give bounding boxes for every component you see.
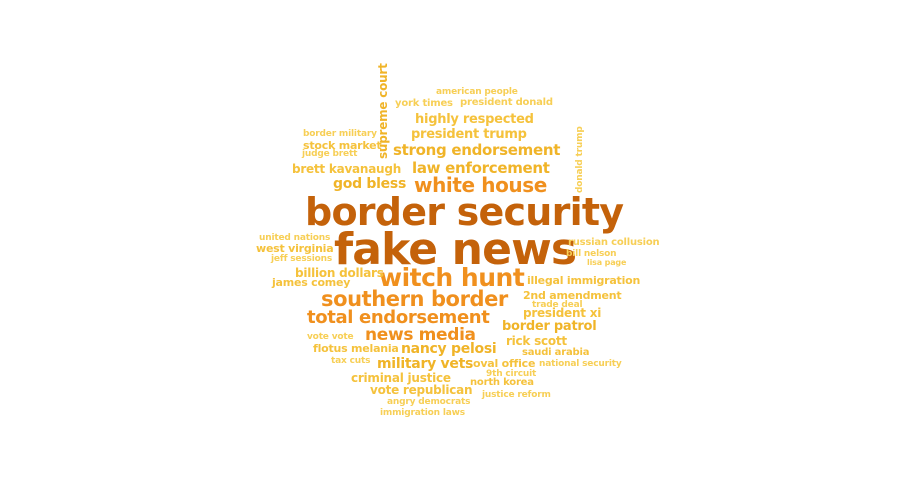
word-lisa-page: lisa page	[587, 258, 627, 267]
word-james-comey: james comey	[272, 276, 351, 289]
word-york-times: york times	[395, 98, 453, 109]
word-criminal-justice: criminal justice	[351, 371, 451, 385]
word-russian-collusion: russian collusion	[568, 237, 660, 248]
word-judge-brett: judge brett	[302, 149, 358, 159]
word-american-people: american people	[436, 87, 518, 97]
word-military-vets: military vets	[377, 356, 474, 372]
word-president-xi: president xi	[523, 306, 602, 320]
word-bill-nelson: bill nelson	[566, 249, 617, 259]
word-total-endorsement: total endorsement	[307, 307, 490, 328]
word-stock-market: stock market	[303, 139, 382, 152]
word-illegal-immigration: illegal immigration	[527, 274, 641, 287]
word-witch-hunt: witch hunt	[379, 263, 525, 292]
word-immigration-laws: immigration laws	[380, 408, 465, 418]
word-tax-cuts: tax cuts	[331, 356, 371, 366]
word-2nd-amendment: 2nd amendment	[523, 289, 622, 302]
word-oval-office: oval office	[473, 357, 536, 370]
word-news-media: news media	[365, 325, 476, 345]
word-united-nations: united nations	[259, 233, 331, 243]
word-saudi-arabia: saudi arabia	[522, 347, 590, 358]
word-brett-kavanaugh: brett kavanaugh	[292, 162, 402, 176]
word-southern-border: southern border	[321, 287, 508, 311]
word-billion-dollars: billion dollars	[295, 266, 384, 280]
word-border-security: border security	[305, 190, 624, 234]
word-supreme-court: supreme court	[376, 63, 390, 159]
word-vote-republican: vote republican	[370, 383, 473, 397]
word-president-trump: president trump	[411, 127, 527, 142]
word-angry-democrats: angry democrats	[387, 397, 471, 407]
word-donald-trump: donald trump	[575, 126, 585, 193]
word-west-virginia: west virginia	[256, 242, 334, 255]
word-president-donald: president donald	[460, 97, 553, 108]
word-highly-respected: highly respected	[415, 112, 534, 127]
word-national-security: national security	[539, 359, 622, 369]
word-jeff-sessions: jeff sessions	[271, 254, 333, 264]
word-trade-deal: trade deal	[532, 300, 583, 310]
word-9th-circuit: 9th circuit	[486, 369, 537, 379]
word-god-bless: god bless	[333, 176, 406, 192]
word-nancy-pelosi: nancy pelosi	[401, 341, 497, 357]
word-rick-scott: rick scott	[506, 334, 567, 348]
word-border-patrol: border patrol	[502, 319, 597, 334]
word-strong-endorsement: strong endorsement	[393, 141, 561, 159]
word-fake-news: fake news	[334, 224, 577, 275]
word-border-military: border military	[303, 129, 377, 139]
word-north-korea: north korea	[470, 377, 534, 388]
word-justice-reform: justice reform	[482, 390, 551, 400]
word-vote-vote: vote vote	[307, 332, 354, 342]
word-flotus-melania: flotus melania	[313, 342, 399, 355]
word-law-enforcement: law enforcement	[412, 159, 550, 177]
word-white-house: white house	[414, 173, 547, 197]
